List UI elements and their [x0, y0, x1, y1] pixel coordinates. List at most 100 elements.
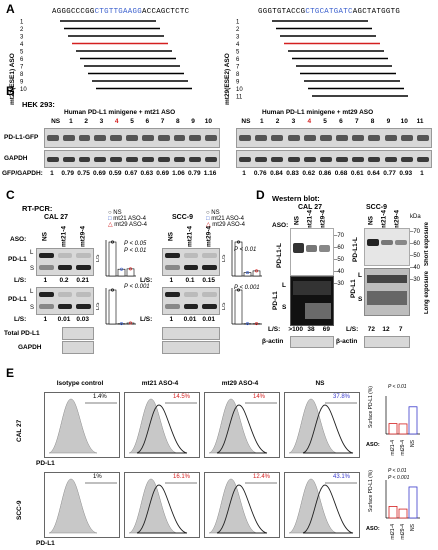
- c-cal-r1-1: 0.2: [59, 277, 69, 284]
- band: [368, 156, 381, 162]
- e-aso: ASO:: [366, 526, 380, 532]
- c-point: [119, 322, 123, 326]
- b-right-blot-gapdh: [236, 150, 432, 168]
- e-chart-scc: Surface PD-L1 (%) mt21-4 mt29-4 NS ASO: P < 0…: [366, 468, 420, 540]
- d-scc-ratio-2: 7: [398, 326, 403, 333]
- c-pdl1-label-2: PD-L1: [8, 296, 27, 303]
- band: [141, 156, 154, 162]
- b-left-lane-5: 5: [130, 118, 134, 125]
- c-p3: P < 0.01: [234, 247, 257, 253]
- e-bar: [398, 508, 408, 519]
- aso-num-7: 7: [20, 65, 24, 71]
- b-left-lane-6: 6: [145, 118, 150, 125]
- d-S-cal: S: [282, 304, 287, 311]
- band: [189, 135, 202, 141]
- gate-percent: 14.5%: [173, 394, 191, 400]
- b-left-lane-7: 7: [160, 118, 165, 125]
- b-right-lane-3: 3: [291, 118, 296, 125]
- hek293-label: HEK 293:: [22, 100, 55, 109]
- band: [110, 135, 123, 141]
- e-row-scc9: SCC-9: [16, 500, 23, 520]
- kda-mark: –30: [410, 277, 421, 283]
- e-col-0: Isotype control: [56, 380, 104, 387]
- aso-num-7: 7: [236, 65, 240, 71]
- d-pdl1l-label-scc: PD-L1-L: [352, 237, 359, 262]
- c-point: [254, 322, 258, 326]
- band-L: [183, 292, 199, 297]
- c-cal-lane-0: NS: [41, 231, 49, 242]
- b-right-lane-8: 8: [370, 118, 375, 125]
- c-cal-r2-0: 1: [43, 316, 48, 323]
- kda-mark: –60: [410, 241, 421, 247]
- b-left-lane-0: NS: [51, 118, 61, 125]
- aso-num-8: 8: [236, 72, 240, 78]
- c-L-2: L: [30, 289, 34, 295]
- band-L: [39, 253, 54, 258]
- c-point: [245, 271, 249, 275]
- b-left-ratio-10: 1.16: [203, 170, 217, 177]
- d-S-scc: S: [358, 296, 363, 303]
- b-right-ratio-1: 0.76: [253, 170, 267, 177]
- c-point: [111, 288, 115, 292]
- aso-num-5: 5: [236, 50, 240, 56]
- gfp-gapdh-label: GFP/GAPDH:: [2, 170, 43, 177]
- c-scc-lane-1: mt21-4: [186, 226, 194, 247]
- band: [255, 135, 268, 141]
- band: [255, 156, 268, 162]
- b-left-ratio-3: 0.69: [93, 170, 106, 177]
- b-left-ratio-1: 0.79: [61, 170, 75, 177]
- c-p1b: P < 0.01: [124, 248, 147, 254]
- band: [110, 156, 123, 162]
- e-bar-label: mt29-4: [400, 524, 406, 540]
- b-left-lane-8: 8: [176, 118, 180, 125]
- c-ls-label-2: L/S:: [140, 277, 153, 284]
- band-L: [202, 292, 217, 297]
- kda-mark: –50: [410, 253, 421, 259]
- d-actin-label-scc: β-actin: [336, 338, 358, 345]
- c-ls-label-3: L/S:: [14, 316, 27, 323]
- c-bar: [234, 241, 243, 277]
- c-scc-r1-2: 0.15: [202, 277, 215, 284]
- c-cal-r1-0: 1: [43, 277, 48, 284]
- aso-num-1: 1: [20, 20, 24, 26]
- c-bar: [117, 268, 126, 277]
- band: [173, 135, 186, 141]
- aso-num-11: 11: [236, 95, 243, 101]
- e-bar: [398, 423, 408, 435]
- aso-num-6: 6: [236, 57, 240, 63]
- c-scc-lane-2: mt29-4: [205, 226, 213, 247]
- aso-num-9: 9: [236, 80, 240, 86]
- aso-num-1: 1: [236, 20, 240, 26]
- e-pvalue: P < 0.01: [388, 384, 407, 390]
- d-cal-ratio-2: 69: [322, 326, 330, 333]
- b-left-ratio-8: 1.06: [172, 170, 185, 177]
- band-L: [76, 292, 91, 297]
- e-col-2: mt29 ASO-4: [221, 380, 259, 387]
- flow-histogram: 14.5%: [124, 392, 200, 458]
- sequence-esei: AGGGCCCGGCTGTTGAAGGACCAGCTCTC: [52, 8, 190, 16]
- gate-percent: 1%: [93, 474, 102, 480]
- kda-mark: –30: [334, 281, 345, 287]
- e-col-1: mt21 ASO-4: [141, 380, 179, 387]
- c-bar: [126, 322, 135, 325]
- aso-map-mt21: 12 34 56 78 910: [20, 20, 192, 93]
- b-left-ratio-2: 0.75: [77, 170, 90, 177]
- c-ls-label-1: L/S:: [14, 277, 27, 284]
- aso-num-3: 3: [20, 35, 24, 41]
- band-L: [165, 253, 180, 258]
- d-scc-short-blot: [364, 228, 410, 266]
- e-bar-label: mt29-4: [400, 440, 406, 456]
- band: [157, 156, 170, 162]
- c-cal-r1-2: 0.21: [76, 277, 89, 284]
- c-chart-cal: L/S L/S: [96, 240, 136, 326]
- c-p4: P < 0.001: [234, 285, 260, 291]
- band: [173, 156, 186, 162]
- c-point: [111, 240, 115, 244]
- b-right-ratio-3: 0.83: [286, 170, 299, 177]
- c-chart-scc: L/S L/S: [222, 240, 262, 326]
- d-scc-ratio-1: 12: [382, 326, 390, 333]
- sample-peak: [216, 404, 268, 454]
- band: [336, 135, 349, 141]
- aso-num-4: 4: [236, 42, 240, 48]
- c-L-1: L: [30, 250, 34, 256]
